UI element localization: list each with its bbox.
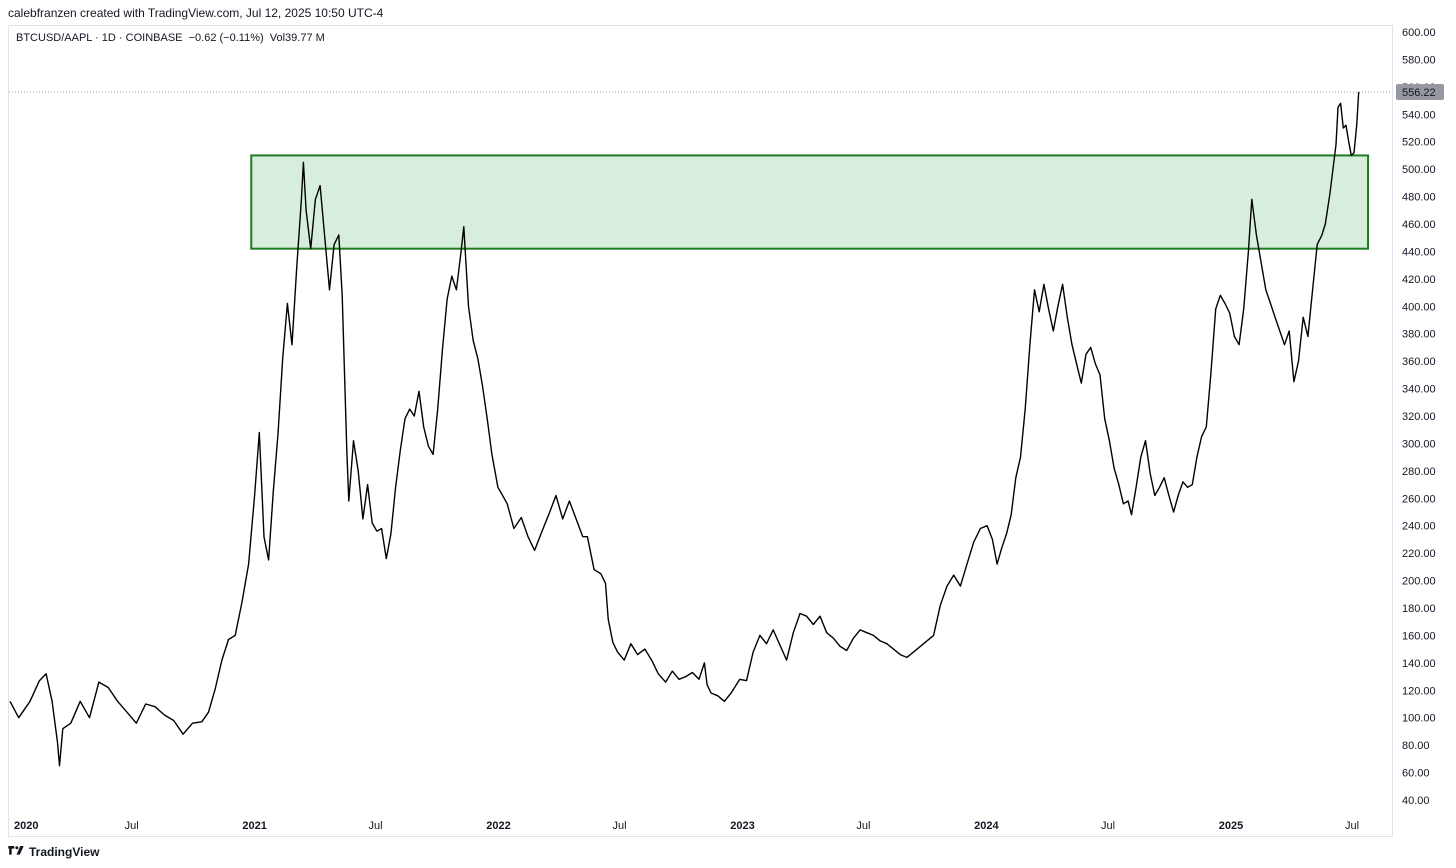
y-tick-label: 120.00 (1402, 685, 1436, 697)
y-tick-label: 140.00 (1402, 658, 1436, 670)
y-tick-label: 540.00 (1402, 109, 1436, 121)
highlight-zone[interactable] (250, 154, 1370, 250)
x-tick-label: 2023 (730, 820, 754, 832)
y-tick-label: 60.00 (1402, 768, 1430, 780)
y-tick-label: 100.00 (1402, 713, 1436, 725)
last-price-box (1396, 84, 1444, 101)
y-tick-label: 520.00 (1402, 137, 1436, 149)
x-tick-label: Jul (856, 820, 870, 832)
y-tick-label: 160.00 (1402, 630, 1436, 642)
y-tick-label: 380.00 (1402, 329, 1436, 341)
symbol-volume: Vol39.77 M (269, 32, 325, 44)
y-tick-label: 360.00 (1402, 356, 1436, 368)
y-tick-label: 440.00 (1402, 246, 1436, 258)
y-tick-label: 80.00 (1402, 740, 1430, 752)
symbol-legend[interactable]: BTCUSD/AAPL · 1D · COINBASE −0.62 (−0.11… (16, 32, 325, 44)
y-tick-label: 460.00 (1402, 219, 1436, 231)
y-tick-label: 340.00 (1402, 384, 1436, 396)
x-tick-label: Jul (1345, 820, 1359, 832)
y-tick-label: 220.00 (1402, 548, 1436, 560)
x-tick-label: Jul (1101, 820, 1115, 832)
y-tick-label: 400.00 (1402, 301, 1436, 313)
y-tick-label: 200.00 (1402, 576, 1436, 588)
y-tick-label: 580.00 (1402, 54, 1436, 66)
x-tick-label: 2025 (1219, 820, 1243, 832)
tradingview-logo-icon (8, 846, 24, 855)
y-tick-label: 240.00 (1402, 521, 1436, 533)
x-axis[interactable]: 2020 Jul 2021 Jul 2022 Jul 2023 Jul 2024 Jul 2025 J… (14, 820, 1359, 832)
tradingview-brand[interactable]: TradingView (8, 845, 99, 859)
chart-credit: calebfranzen created with TradingView.co… (8, 6, 384, 20)
y-tick-label: 280.00 (1402, 466, 1436, 478)
price-series-line (9, 91, 1360, 767)
x-tick-label: 2022 (486, 820, 510, 832)
y-tick-label: 40.00 (1402, 795, 1430, 807)
chart-frame (8, 25, 1393, 837)
symbol-interval[interactable]: 1D (101, 32, 116, 44)
x-tick-label: Jul (369, 820, 383, 832)
symbol-exchange: COINBASE (125, 32, 183, 44)
symbol-name[interactable]: BTCUSD/AAPL (16, 32, 93, 44)
x-tick-label: Jul (612, 820, 626, 832)
brand-label: TradingView (29, 845, 100, 859)
last-price-tag: 556.22 (1396, 84, 1444, 101)
legend-sep: · (115, 32, 126, 44)
x-tick-label: 2020 (14, 820, 38, 832)
symbol-change: −0.62 (−0.11%) (188, 32, 264, 44)
y-tick-label: 500.00 (1402, 164, 1436, 176)
y-tick-label: 480.00 (1402, 192, 1436, 204)
y-tick-label: 300.00 (1402, 438, 1436, 450)
y-tick-label: 260.00 (1402, 493, 1436, 505)
last-price-label: 556.22 (1402, 87, 1436, 99)
y-tick-label: 180.00 (1402, 603, 1436, 615)
y-tick-label: 600.00 (1402, 27, 1436, 39)
x-tick-label: 2024 (974, 820, 999, 832)
x-tick-label: 2021 (242, 820, 266, 832)
legend-sep: · (92, 32, 102, 44)
y-tick-label: 420.00 (1402, 274, 1436, 286)
y-tick-label: 320.00 (1402, 411, 1436, 423)
x-tick-label: Jul (125, 820, 139, 832)
y-axis[interactable]: 600.00580.00560.00540.00520.00500.00480.… (1402, 27, 1436, 807)
